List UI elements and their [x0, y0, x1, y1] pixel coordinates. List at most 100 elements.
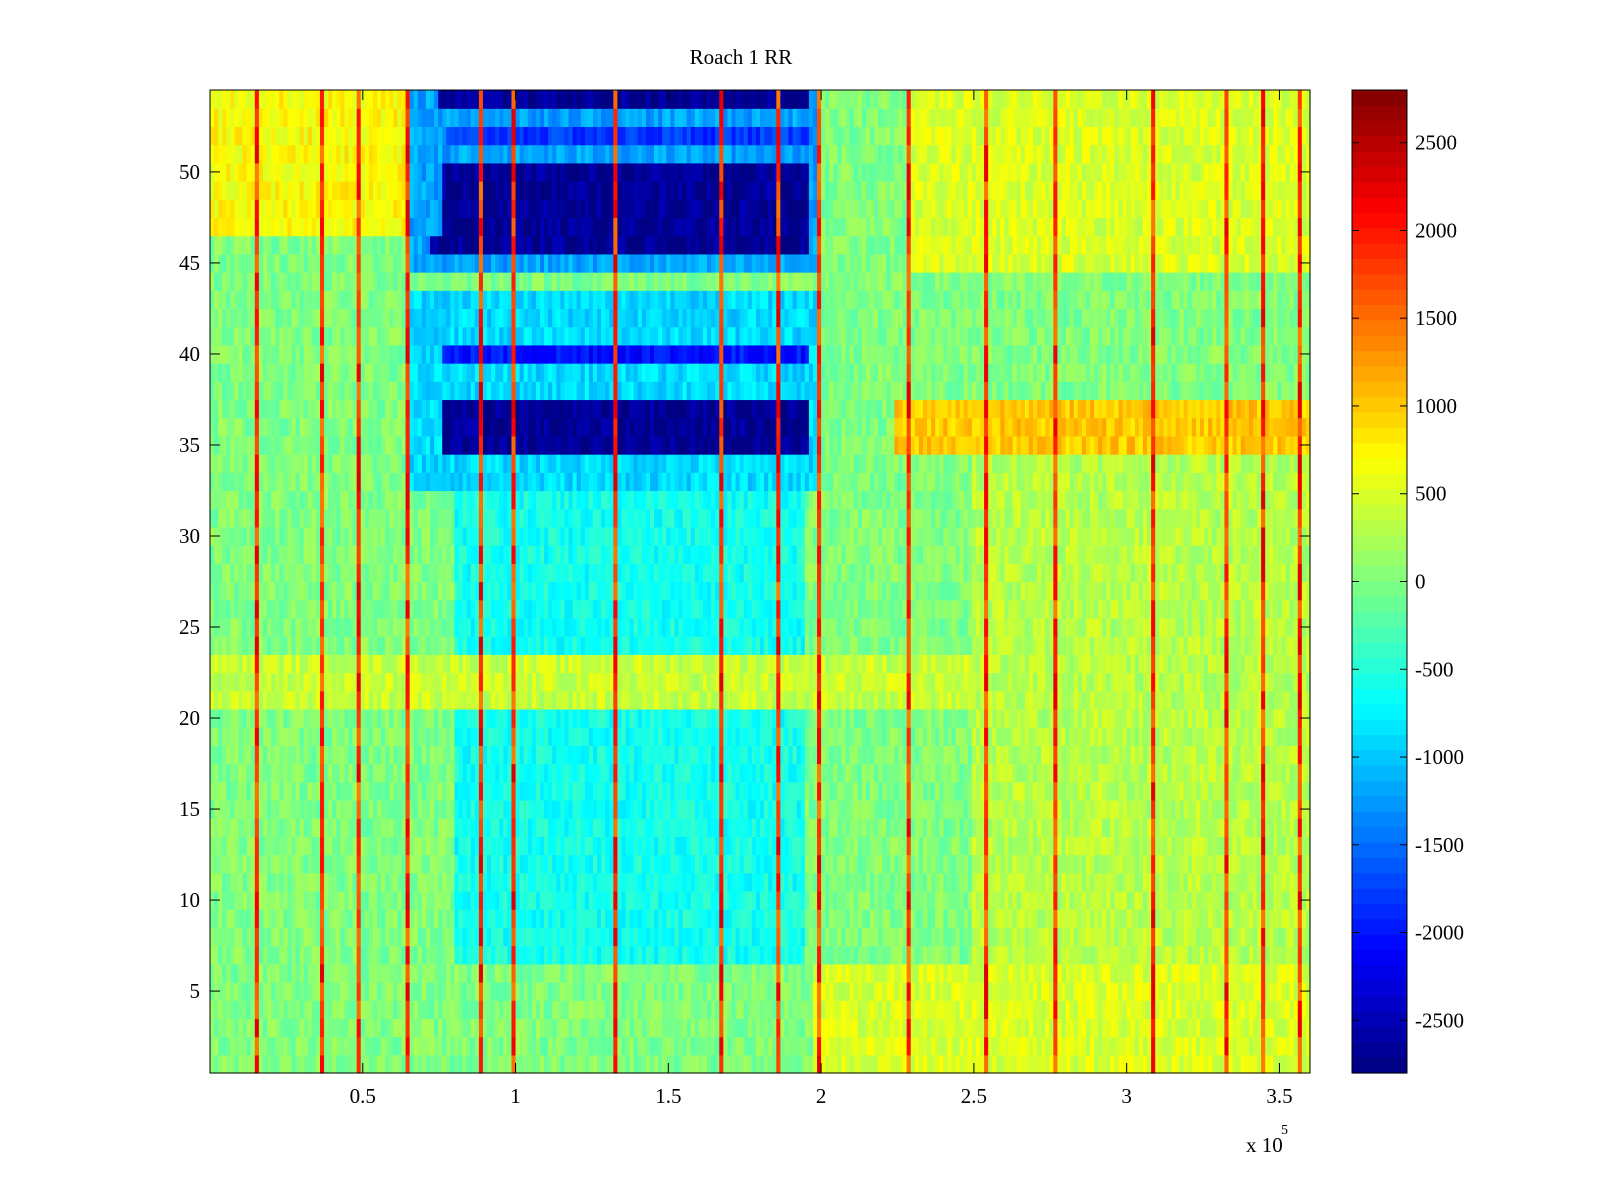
- heatmap-cell: [825, 981, 830, 1001]
- heatmap-cell: [250, 836, 256, 856]
- heatmap-cell: [1257, 799, 1262, 819]
- heatmap-cell: [1057, 836, 1063, 856]
- heatmap-cell: [601, 818, 606, 837]
- heatmap-cell: [922, 836, 928, 856]
- heatmap-cell: [1285, 799, 1291, 819]
- heatmap-cell: [352, 1036, 358, 1056]
- heatmap-cell: [992, 890, 997, 910]
- heatmap-cell: [898, 981, 904, 1001]
- heatmap-cell: [535, 781, 541, 801]
- heatmap-cell: [792, 799, 798, 819]
- heatmap-cell: [1224, 745, 1230, 765]
- heatmap-cell: [495, 872, 500, 892]
- heatmap-cell: [931, 1000, 936, 1019]
- heatmap-cell: [1020, 818, 1026, 837]
- heatmap-cell: [666, 890, 671, 910]
- heatmap-cell: [1232, 1018, 1238, 1038]
- heatmap-cell: [1134, 890, 1140, 910]
- heatmap-cell: [662, 763, 667, 783]
- heatmap-cell: [1106, 872, 1111, 892]
- heatmap-cell: [1098, 1018, 1103, 1038]
- heatmap-cell: [503, 745, 508, 765]
- heatmap-cell: [601, 836, 606, 856]
- heatmap-cell: [1305, 836, 1311, 856]
- heatmap-cell: [1032, 799, 1038, 819]
- heatmap-cell: [1028, 1054, 1034, 1074]
- heatmap-cell: [747, 745, 753, 765]
- heatmap-cell: [1098, 745, 1103, 765]
- heatmap-cell: [242, 945, 248, 965]
- heatmap-cell: [222, 963, 227, 983]
- heatmap-cell: [254, 872, 260, 892]
- heatmap-cell: [332, 836, 337, 856]
- heatmap-cell: [723, 799, 728, 819]
- heatmap-cell: [743, 854, 749, 874]
- heatmap-cell: [922, 909, 928, 928]
- heatmap-cell: [531, 781, 537, 801]
- heatmap-cell: [250, 763, 256, 783]
- heatmap-cell: [804, 818, 810, 837]
- heatmap-cell: [397, 799, 403, 819]
- heatmap-cell: [1126, 909, 1132, 928]
- heatmap-cell: [808, 945, 814, 965]
- heatmap-cell: [262, 854, 268, 874]
- heatmap-cell: [922, 745, 928, 765]
- heatmap-cell: [894, 909, 900, 928]
- heatmap-cell: [641, 781, 647, 801]
- heatmap-cell: [1004, 781, 1010, 801]
- heatmap-cell: [1257, 963, 1262, 983]
- heatmap-cell: [1200, 1054, 1205, 1074]
- heatmap-cell: [393, 745, 398, 765]
- heatmap-cell: [482, 854, 488, 874]
- heatmap-cell: [1000, 745, 1006, 765]
- heatmap-cell: [511, 1000, 517, 1019]
- heatmap-cell: [1045, 927, 1050, 947]
- heatmap-cell: [548, 836, 553, 856]
- heatmap-cell: [442, 1000, 447, 1019]
- heatmap-cell: [943, 890, 948, 910]
- heatmap-cell: [894, 781, 900, 801]
- heatmap-cell: [829, 781, 834, 801]
- heatmap-cell: [902, 890, 908, 910]
- heatmap-cell: [914, 763, 920, 783]
- heatmap-cell: [1236, 927, 1242, 947]
- heatmap-cell: [996, 1018, 1001, 1038]
- heatmap-cell: [1114, 818, 1120, 837]
- heatmap-cell: [279, 727, 284, 746]
- heatmap-cell: [927, 945, 932, 965]
- heatmap-cell: [812, 1036, 818, 1056]
- heatmap-cell: [1297, 909, 1303, 928]
- heatmap-cell: [650, 981, 655, 1001]
- heatmap-cell: [1106, 909, 1111, 928]
- heatmap-cell: [568, 763, 574, 783]
- heatmap-cell: [853, 799, 859, 819]
- heatmap-cell: [784, 1036, 790, 1056]
- heatmap-cell: [1277, 781, 1283, 801]
- heatmap-cell: [340, 1018, 346, 1038]
- heatmap-cell: [784, 963, 790, 983]
- heatmap-cell: [702, 1018, 708, 1038]
- heatmap-cell: [698, 727, 704, 746]
- heatmap-cell: [540, 799, 545, 819]
- heatmap-cell: [1159, 909, 1164, 928]
- heatmap-cell: [1224, 1036, 1230, 1056]
- heatmap-cell: [438, 836, 443, 856]
- heatmap-cell: [1126, 799, 1132, 819]
- heatmap-cell: [377, 963, 382, 983]
- heatmap-cell: [1236, 799, 1242, 819]
- heatmap-cell: [482, 763, 488, 783]
- heatmap-cell: [275, 1054, 280, 1074]
- heatmap-cell: [246, 763, 252, 783]
- heatmap-cell: [328, 945, 333, 965]
- heatmap-cell: [1020, 1000, 1026, 1019]
- heatmap-cell: [434, 1000, 439, 1019]
- heatmap-cell: [874, 799, 879, 819]
- heatmap-cell: [1281, 981, 1287, 1001]
- heatmap-cell: [874, 909, 879, 928]
- heatmap-cell: [421, 909, 427, 928]
- heatmap-cell: [666, 909, 671, 928]
- heatmap-cell: [975, 818, 981, 837]
- heatmap-cell: [796, 763, 802, 783]
- heatmap-cell: [487, 1054, 492, 1074]
- heatmap-cell: [368, 1054, 374, 1074]
